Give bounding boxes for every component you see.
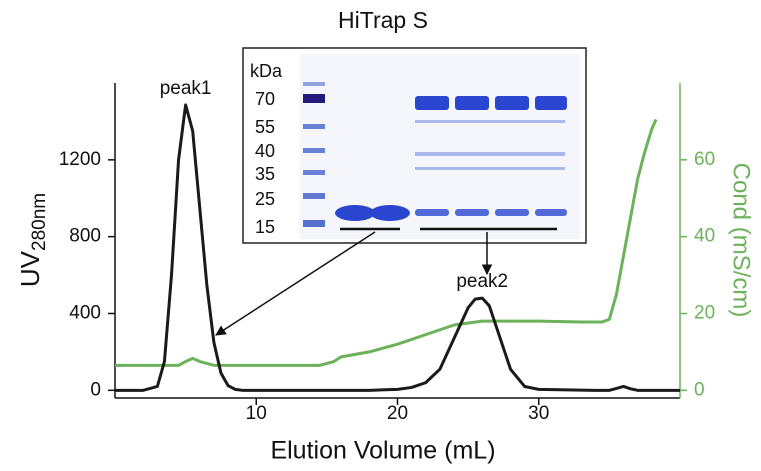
y-tick-label: 800: [69, 226, 101, 247]
x-tick-label: 30: [528, 403, 549, 424]
data-line: [115, 118, 658, 367]
gel-inset: kDa 70 55 40 35 25 15: [242, 47, 587, 244]
y-tick-label: 1200: [59, 149, 101, 170]
data-line: [115, 103, 680, 392]
marker-lane: [303, 82, 325, 227]
x-tick-label: 10: [246, 403, 267, 424]
chart-title: HiTrap S: [338, 7, 428, 33]
y2-tick-label: 60: [694, 149, 715, 170]
marker-label: 15: [255, 217, 275, 237]
plot-area: 0 400 800 1200 0 20 40 60 10 20 30 peak1 peak2: [59, 78, 715, 424]
arrow: [215, 231, 376, 336]
marker-label: 40: [255, 141, 275, 161]
marker-label: 55: [255, 117, 275, 137]
marker-label: 35: [255, 164, 275, 184]
x-axis-label: Elution Volume (mL): [270, 437, 495, 465]
y-axis-label: UV280nm: [15, 193, 50, 287]
sample-bands: [335, 96, 567, 221]
y2-tick-label: 40: [694, 226, 715, 247]
y-tick-label: 400: [69, 303, 101, 324]
inset-unit-label: kDa: [250, 61, 283, 81]
y2-axis-label: Cond (mS/cm): [728, 163, 755, 318]
y-tick-label: 0: [90, 379, 101, 400]
x-tick-label: 20: [387, 403, 408, 424]
peak-label: peak2: [456, 271, 508, 292]
marker-label: 70: [255, 89, 275, 109]
y-axis-label-main: UV: [15, 250, 45, 287]
marker-label: 25: [255, 189, 275, 209]
y-axis-label-sub: 280nm: [29, 193, 50, 251]
y2-tick-label: 20: [694, 303, 715, 324]
peak-label: peak1: [160, 78, 212, 99]
marker-labels: 70 55 40 35 25 15: [255, 89, 275, 237]
y2-tick-label: 0: [694, 379, 705, 400]
